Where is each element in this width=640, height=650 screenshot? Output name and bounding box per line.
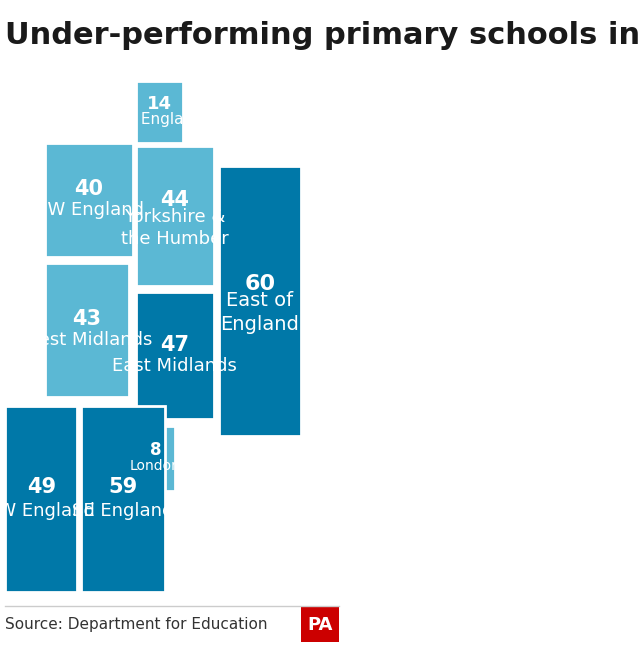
- Text: 44: 44: [160, 190, 189, 210]
- Text: Source: Department for Education: Source: Department for Education: [5, 617, 268, 632]
- Text: 14: 14: [147, 96, 172, 113]
- Text: East of
England: East of England: [221, 291, 300, 333]
- Text: 8: 8: [150, 441, 161, 460]
- Text: East Midlands: East Midlands: [113, 358, 237, 375]
- FancyBboxPatch shape: [136, 146, 214, 286]
- Text: 43: 43: [72, 309, 102, 330]
- FancyBboxPatch shape: [136, 81, 182, 143]
- FancyBboxPatch shape: [136, 426, 175, 491]
- Text: 49: 49: [27, 477, 56, 497]
- FancyBboxPatch shape: [301, 606, 339, 642]
- FancyBboxPatch shape: [136, 292, 214, 419]
- Text: NE England: NE England: [115, 112, 204, 127]
- FancyBboxPatch shape: [45, 143, 132, 257]
- FancyBboxPatch shape: [219, 166, 301, 436]
- Text: 60: 60: [244, 274, 276, 294]
- Text: 40: 40: [74, 179, 103, 200]
- Text: West Midlands: West Midlands: [22, 332, 152, 349]
- Text: PA: PA: [307, 616, 333, 634]
- Text: Under-performing primary schools in 2017/18: Under-performing primary schools in 2017…: [5, 21, 640, 50]
- Text: 47: 47: [160, 335, 189, 356]
- Text: Yorkshire &
the Humber: Yorkshire & the Humber: [121, 208, 228, 248]
- FancyBboxPatch shape: [5, 406, 77, 592]
- FancyBboxPatch shape: [45, 263, 129, 396]
- Text: SE England: SE England: [72, 502, 174, 519]
- Text: 59: 59: [109, 477, 138, 497]
- Text: NW England: NW England: [34, 202, 144, 219]
- Text: SW England: SW England: [0, 502, 95, 519]
- FancyBboxPatch shape: [81, 406, 165, 592]
- Text: London: London: [130, 459, 181, 473]
